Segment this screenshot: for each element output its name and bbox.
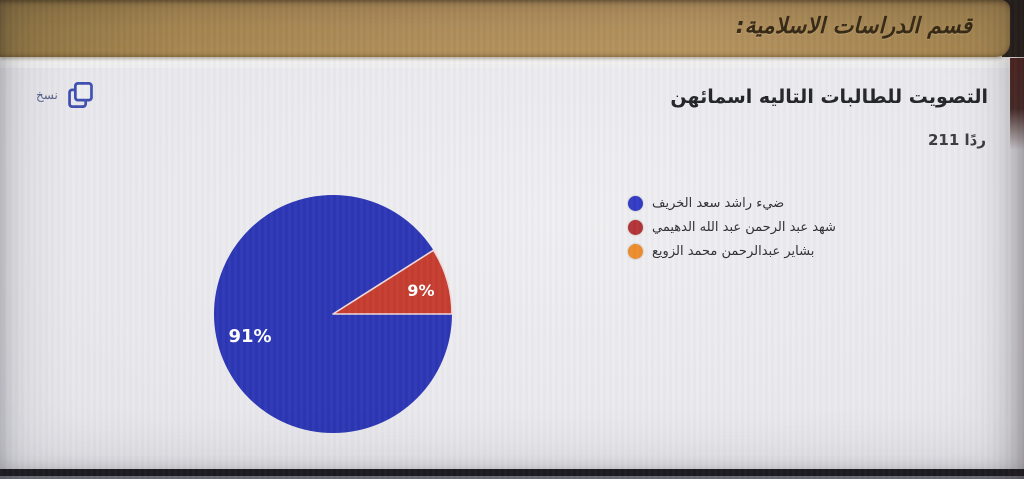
question-title: التصويت للطالبات التاليه اسمائهن xyxy=(670,86,988,108)
pie-slice-2 xyxy=(332,249,453,315)
legend-dot-red xyxy=(628,220,643,235)
response-count: 211 ردًا xyxy=(927,131,986,149)
legend-label: بشاير عبدالرحمن محمد الزويع xyxy=(652,244,815,259)
legend-label: ضيء راشد سعد الخريف xyxy=(652,196,785,211)
legend-item: ضيء راشد سعد الخريف xyxy=(628,196,836,211)
legend-label: شهد عبد الرحمن عبد الله الدهيمي xyxy=(652,220,836,235)
department-header-bar: قسم الدراسات الاسلامية: xyxy=(0,0,1010,57)
photo-edge-bottom xyxy=(0,469,1024,476)
department-title: قسم الدراسات الاسلامية: xyxy=(735,14,972,39)
copy-button-label: نسخ xyxy=(36,88,58,102)
copy-icon xyxy=(65,79,96,111)
copy-button[interactable]: نسخ xyxy=(36,79,96,111)
photo-edge-right xyxy=(1010,58,1024,150)
pie-chart: 91% 9% xyxy=(203,184,463,444)
slice-percent-label-1: 91% xyxy=(228,326,271,347)
legend-item: شهد عبد الرحمن عبد الله الدهيمي xyxy=(628,220,836,235)
slice-percent-label-2: 9% xyxy=(407,281,434,300)
photo-edge-bottom-sliver xyxy=(0,476,1024,479)
legend-item: بشاير عبدالرحمن محمد الزويع xyxy=(628,244,836,259)
legend-dot-orange xyxy=(628,244,643,259)
legend-dot-blue xyxy=(628,196,643,211)
header-divider xyxy=(0,57,1024,68)
chart-legend: ضيء راشد سعد الخريف شهد عبد الرحمن عبد ا… xyxy=(628,196,836,259)
